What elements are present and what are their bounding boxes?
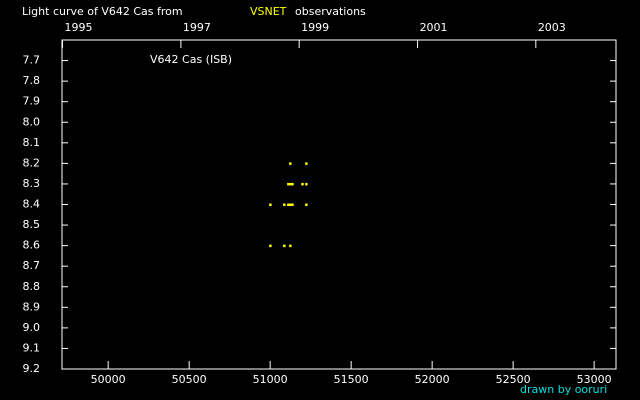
x2-tick-label: 1999 (301, 21, 329, 34)
data-point (287, 203, 290, 206)
data-point (305, 182, 308, 186)
data-point (289, 244, 292, 248)
data-point (305, 162, 308, 165)
data-point (289, 203, 292, 206)
data-point (269, 244, 272, 248)
y-tick-label: 7.9 (23, 95, 41, 108)
y-tick-label: 9.2 (23, 362, 41, 375)
x-tick-label: 50500 (172, 373, 207, 386)
title-prefix: Light curve of V642 Cas from (22, 5, 183, 18)
x2-tick-label: 1997 (183, 21, 211, 34)
x-tick-label: 51500 (334, 373, 369, 386)
y-tick-label: 8.8 (23, 280, 41, 293)
data-point (291, 182, 294, 186)
y-tick-label: 7.7 (23, 54, 41, 67)
x2-tick-label: 1995 (64, 21, 92, 34)
data-point (291, 203, 294, 206)
y-tick-label: 8.1 (23, 136, 41, 149)
x2-tick-label: 2001 (420, 21, 448, 34)
y-tick-label: 8.3 (23, 177, 41, 190)
y-tick-label: 8.4 (23, 198, 41, 211)
data-point (305, 203, 308, 206)
title-source: VSNET (250, 5, 287, 18)
x-tick-label: 51000 (253, 373, 288, 386)
title-suffix: observations (295, 5, 366, 18)
y-tick-label: 7.8 (23, 74, 41, 87)
annotation: V642 Cas (ISB) (150, 53, 232, 66)
y-tick-label: 8.0 (23, 115, 41, 128)
data-point (289, 162, 292, 165)
data-point (289, 182, 292, 186)
data-point (283, 203, 286, 206)
x-tick-label: 52000 (415, 373, 450, 386)
y-tick-label: 8.7 (23, 259, 41, 272)
y-tick-label: 9.0 (23, 321, 41, 334)
y-tick-label: 8.9 (23, 300, 41, 313)
data-point (283, 244, 286, 248)
x-tick-label: 50000 (91, 373, 126, 386)
x2-tick-label: 2003 (538, 21, 566, 34)
y-tick-label: 8.2 (23, 156, 41, 169)
y-tick-label: 9.1 (23, 341, 41, 354)
y-tick-label: 8.5 (23, 218, 41, 231)
plot-frame (61, 39, 617, 370)
y-tick-label: 8.6 (23, 239, 41, 252)
credit: drawn by ooruri (520, 383, 607, 396)
x-tick-label: 52500 (496, 373, 531, 386)
data-point (269, 203, 272, 206)
data-point (287, 182, 290, 186)
data-point (301, 182, 304, 186)
x-tick-label: 53000 (577, 373, 612, 386)
